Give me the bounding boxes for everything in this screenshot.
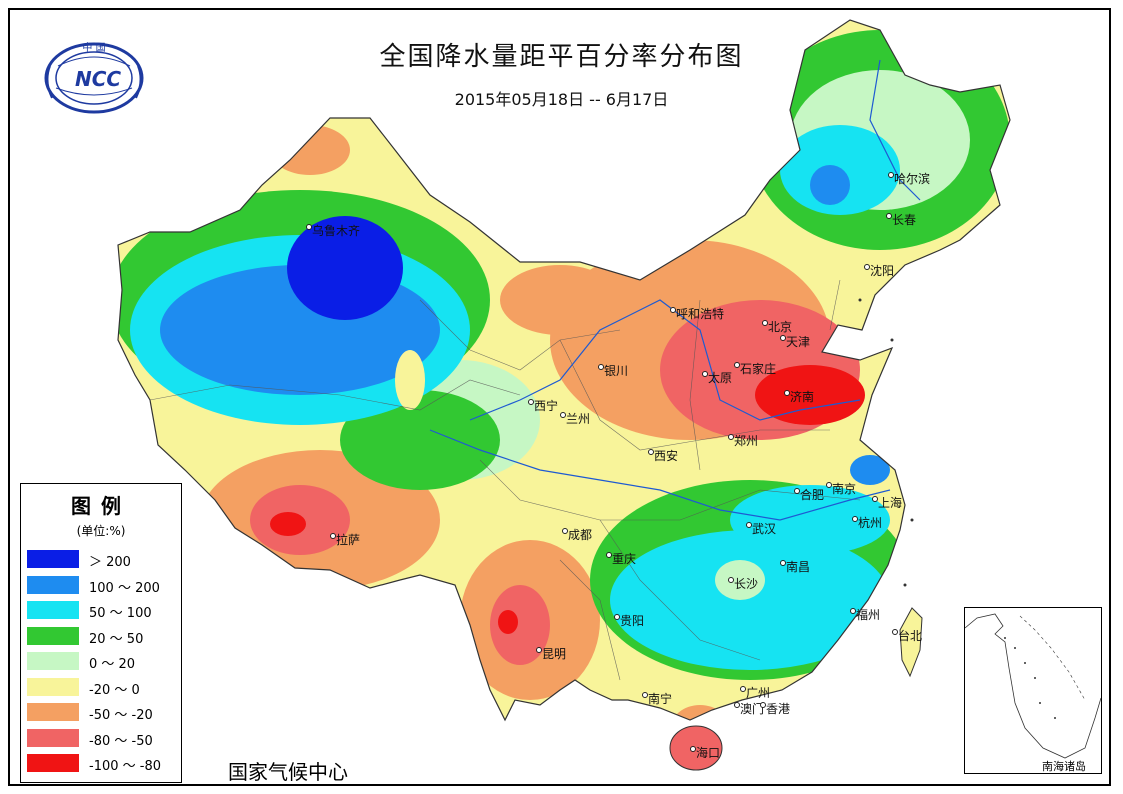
city-label: 拉萨	[329, 533, 361, 547]
city-label: 南京	[825, 482, 857, 496]
legend-unit: (单位:%)	[76, 524, 126, 538]
legend-swatch	[27, 728, 79, 747]
legend-swatch	[27, 652, 79, 670]
city-label: 上海	[871, 496, 903, 510]
national-border	[117, 19, 1011, 722]
legend-swatch	[27, 703, 79, 721]
city-label: 武汉	[745, 522, 777, 536]
hainan-island	[669, 725, 723, 771]
city-label: 广州	[739, 686, 771, 700]
city-label: 乌鲁木齐	[305, 224, 361, 238]
legend-swatch	[27, 601, 79, 619]
taiwan-island	[899, 607, 923, 678]
legend-item: ＞ 200	[27, 550, 177, 570]
city-label: 贵阳	[613, 614, 645, 628]
rivers	[429, 59, 921, 521]
legend-label: -80 ～ -50	[89, 733, 153, 749]
city-label: 郑州	[727, 434, 759, 448]
map-title: 全国降水量距平百分率分布图	[379, 42, 744, 72]
city-label: 兰州	[559, 412, 591, 426]
south-china-sea-inset	[964, 607, 1102, 774]
city-label: 香港	[759, 702, 791, 716]
city-label: 海口	[689, 746, 721, 760]
svg-text:NCC: NCC	[75, 67, 121, 91]
city-label: 长春	[885, 213, 917, 227]
legend-swatch	[27, 550, 79, 568]
city-label: 北京	[761, 320, 793, 334]
legend-label: 0 ～ 20	[89, 657, 136, 672]
city-label: 太原	[701, 371, 733, 385]
city-label: 济南	[783, 390, 815, 404]
city-label: 成都	[561, 528, 593, 542]
precipitation-anomaly-fill	[118, 20, 1010, 720]
legend-swatch	[27, 626, 79, 645]
city-label: 石家庄	[733, 362, 777, 376]
city-label: 福州	[849, 608, 881, 622]
legend-item: -20 ～ 0	[27, 677, 177, 698]
legend-label: 50 ～ 100	[89, 606, 152, 621]
legend-item: 0 ～ 20	[27, 652, 177, 672]
city-label: 昆明	[535, 647, 567, 661]
city-label: 呼和浩特	[669, 307, 725, 321]
legend-label: ＞ 200	[89, 555, 131, 570]
province-borders	[149, 279, 861, 681]
city-label: 哈尔滨	[887, 172, 931, 186]
city-label: 台北	[891, 629, 923, 643]
legend-label: 100 ～ 200	[89, 580, 160, 596]
legend-item: -80 ～ -50	[27, 728, 177, 749]
inset-map	[964, 613, 1102, 759]
legend-label: -20 ～ 0	[89, 682, 140, 698]
city-label: 天津	[779, 335, 811, 349]
city-label: 沈阳	[863, 264, 895, 278]
legend-item: -50 ～ -20	[27, 703, 177, 723]
legend-label: 20 ～ 50	[89, 631, 144, 647]
city-label: 西宁	[527, 399, 559, 413]
legend-swatch	[27, 754, 79, 772]
legend-item: 100 ～ 200	[27, 575, 177, 596]
city-label: 杭州	[851, 516, 883, 530]
city-label: 长沙	[727, 577, 759, 591]
legend: 图例 (单位:%) ＞ 200 100 ～ 200 50 ～ 100 20 ～ 50 0…	[20, 483, 182, 783]
organization-label: 国家气候中心	[228, 760, 348, 784]
ncc-logo: 中 国 NCC	[44, 41, 144, 114]
city-label: 西安	[647, 449, 679, 463]
map-subtitle: 2015年05月18日 -- 6月17日	[454, 90, 669, 109]
inset-label: 南海诸岛	[1042, 760, 1086, 773]
legend-swatch	[27, 575, 79, 594]
city-label: 合肥	[793, 488, 825, 502]
coastal-islands	[858, 298, 914, 587]
legend-label: -50 ～ -20	[89, 708, 153, 723]
legend-label: -100 ～ -80	[89, 759, 162, 774]
legend-item: 20 ～ 50	[27, 626, 177, 647]
legend-item: 50 ～ 100	[27, 601, 177, 621]
legend-swatch	[27, 677, 79, 696]
svg-text:中 国: 中 国	[82, 41, 105, 54]
city-label: 南昌	[779, 560, 811, 574]
city-label: 重庆	[605, 552, 637, 566]
city-label: 银川	[597, 364, 629, 378]
city-label: 澳门	[733, 702, 765, 716]
city-label: 南宁	[641, 692, 673, 706]
legend-item: -100 ～ -80	[27, 754, 177, 774]
legend-title: 图例	[71, 494, 131, 518]
